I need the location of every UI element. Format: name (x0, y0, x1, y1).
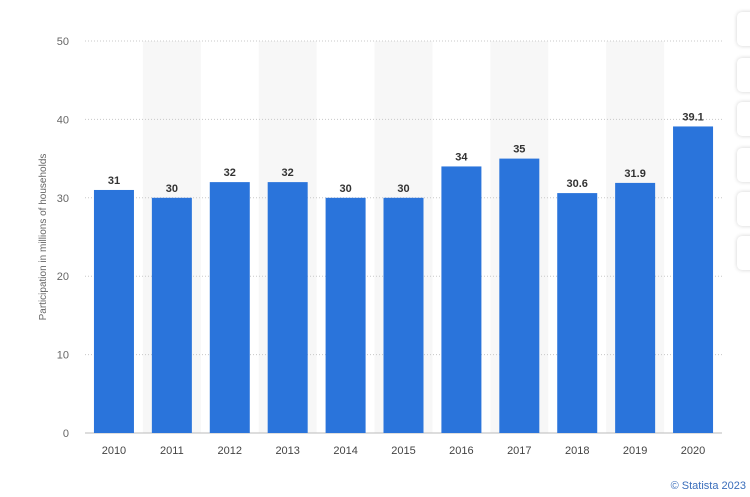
x-tick-label: 2011 (160, 445, 184, 457)
x-tick-label: 2016 (449, 445, 473, 457)
x-axis-ticks: 2010 2011 2012 2013 2014 2015 2016 2017 2018 2019… (102, 445, 706, 457)
x-tick-label: 2020 (681, 445, 705, 457)
bar-value-label: 32 (282, 167, 294, 179)
toolbar-button-2[interactable] (737, 58, 750, 92)
bar-value-label: 31.9 (624, 168, 645, 180)
x-tick-label: 2012 (218, 445, 242, 457)
bar-value-label: 30 (339, 183, 351, 195)
toolbar-button-4[interactable] (737, 148, 750, 182)
bar-value-label: 30 (397, 183, 409, 195)
bar-value-label: 30.6 (567, 178, 588, 190)
bar[interactable] (383, 197, 424, 433)
y-axis-label: Participation in millions of households (38, 154, 49, 321)
x-tick-label: 2015 (391, 445, 415, 457)
bar[interactable] (93, 189, 134, 433)
bar[interactable] (209, 182, 250, 433)
bar-value-label: 31 (108, 175, 120, 187)
bar-value-label: 30 (166, 183, 178, 195)
toolbar-button-6[interactable] (737, 236, 750, 270)
toolbar-button-3[interactable] (737, 102, 750, 136)
value-labels: 31 30 32 32 30 30 34 35 30.6 31.9 39.1 (108, 111, 704, 194)
x-tick-label: 2017 (507, 445, 531, 457)
x-tick-label: 2019 (623, 445, 647, 457)
y-tick-label: 30 (57, 193, 69, 205)
bar-value-label: 34 (455, 151, 468, 163)
y-axis-ticks: 0 10 20 30 40 50 (57, 36, 69, 440)
bar-value-label: 39.1 (682, 111, 703, 123)
x-tick-label: 2013 (275, 445, 299, 457)
side-toolbar (737, 0, 750, 497)
bar[interactable] (267, 182, 308, 433)
toolbar-button-1[interactable] (737, 12, 750, 46)
statista-credit[interactable]: © Statista 2023 (670, 480, 746, 492)
x-tick-label: 2014 (333, 445, 357, 457)
bar-value-label: 32 (224, 167, 236, 179)
y-tick-label: 0 (63, 428, 69, 440)
bars (93, 126, 714, 434)
x-tick-label: 2018 (565, 445, 589, 457)
bar[interactable] (499, 158, 540, 433)
x-tick-label: 2010 (102, 445, 126, 457)
y-tick-label: 10 (57, 350, 69, 362)
y-tick-label: 40 (57, 114, 69, 126)
bar-value-label: 35 (513, 144, 525, 156)
toolbar-button-5[interactable] (737, 192, 750, 226)
bar[interactable] (673, 126, 714, 434)
bar[interactable] (441, 166, 482, 433)
bar[interactable] (557, 193, 598, 433)
y-tick-label: 20 (57, 271, 69, 283)
bar[interactable] (615, 182, 656, 433)
bar[interactable] (151, 197, 192, 433)
bar[interactable] (325, 197, 366, 433)
y-tick-label: 50 (57, 36, 69, 48)
